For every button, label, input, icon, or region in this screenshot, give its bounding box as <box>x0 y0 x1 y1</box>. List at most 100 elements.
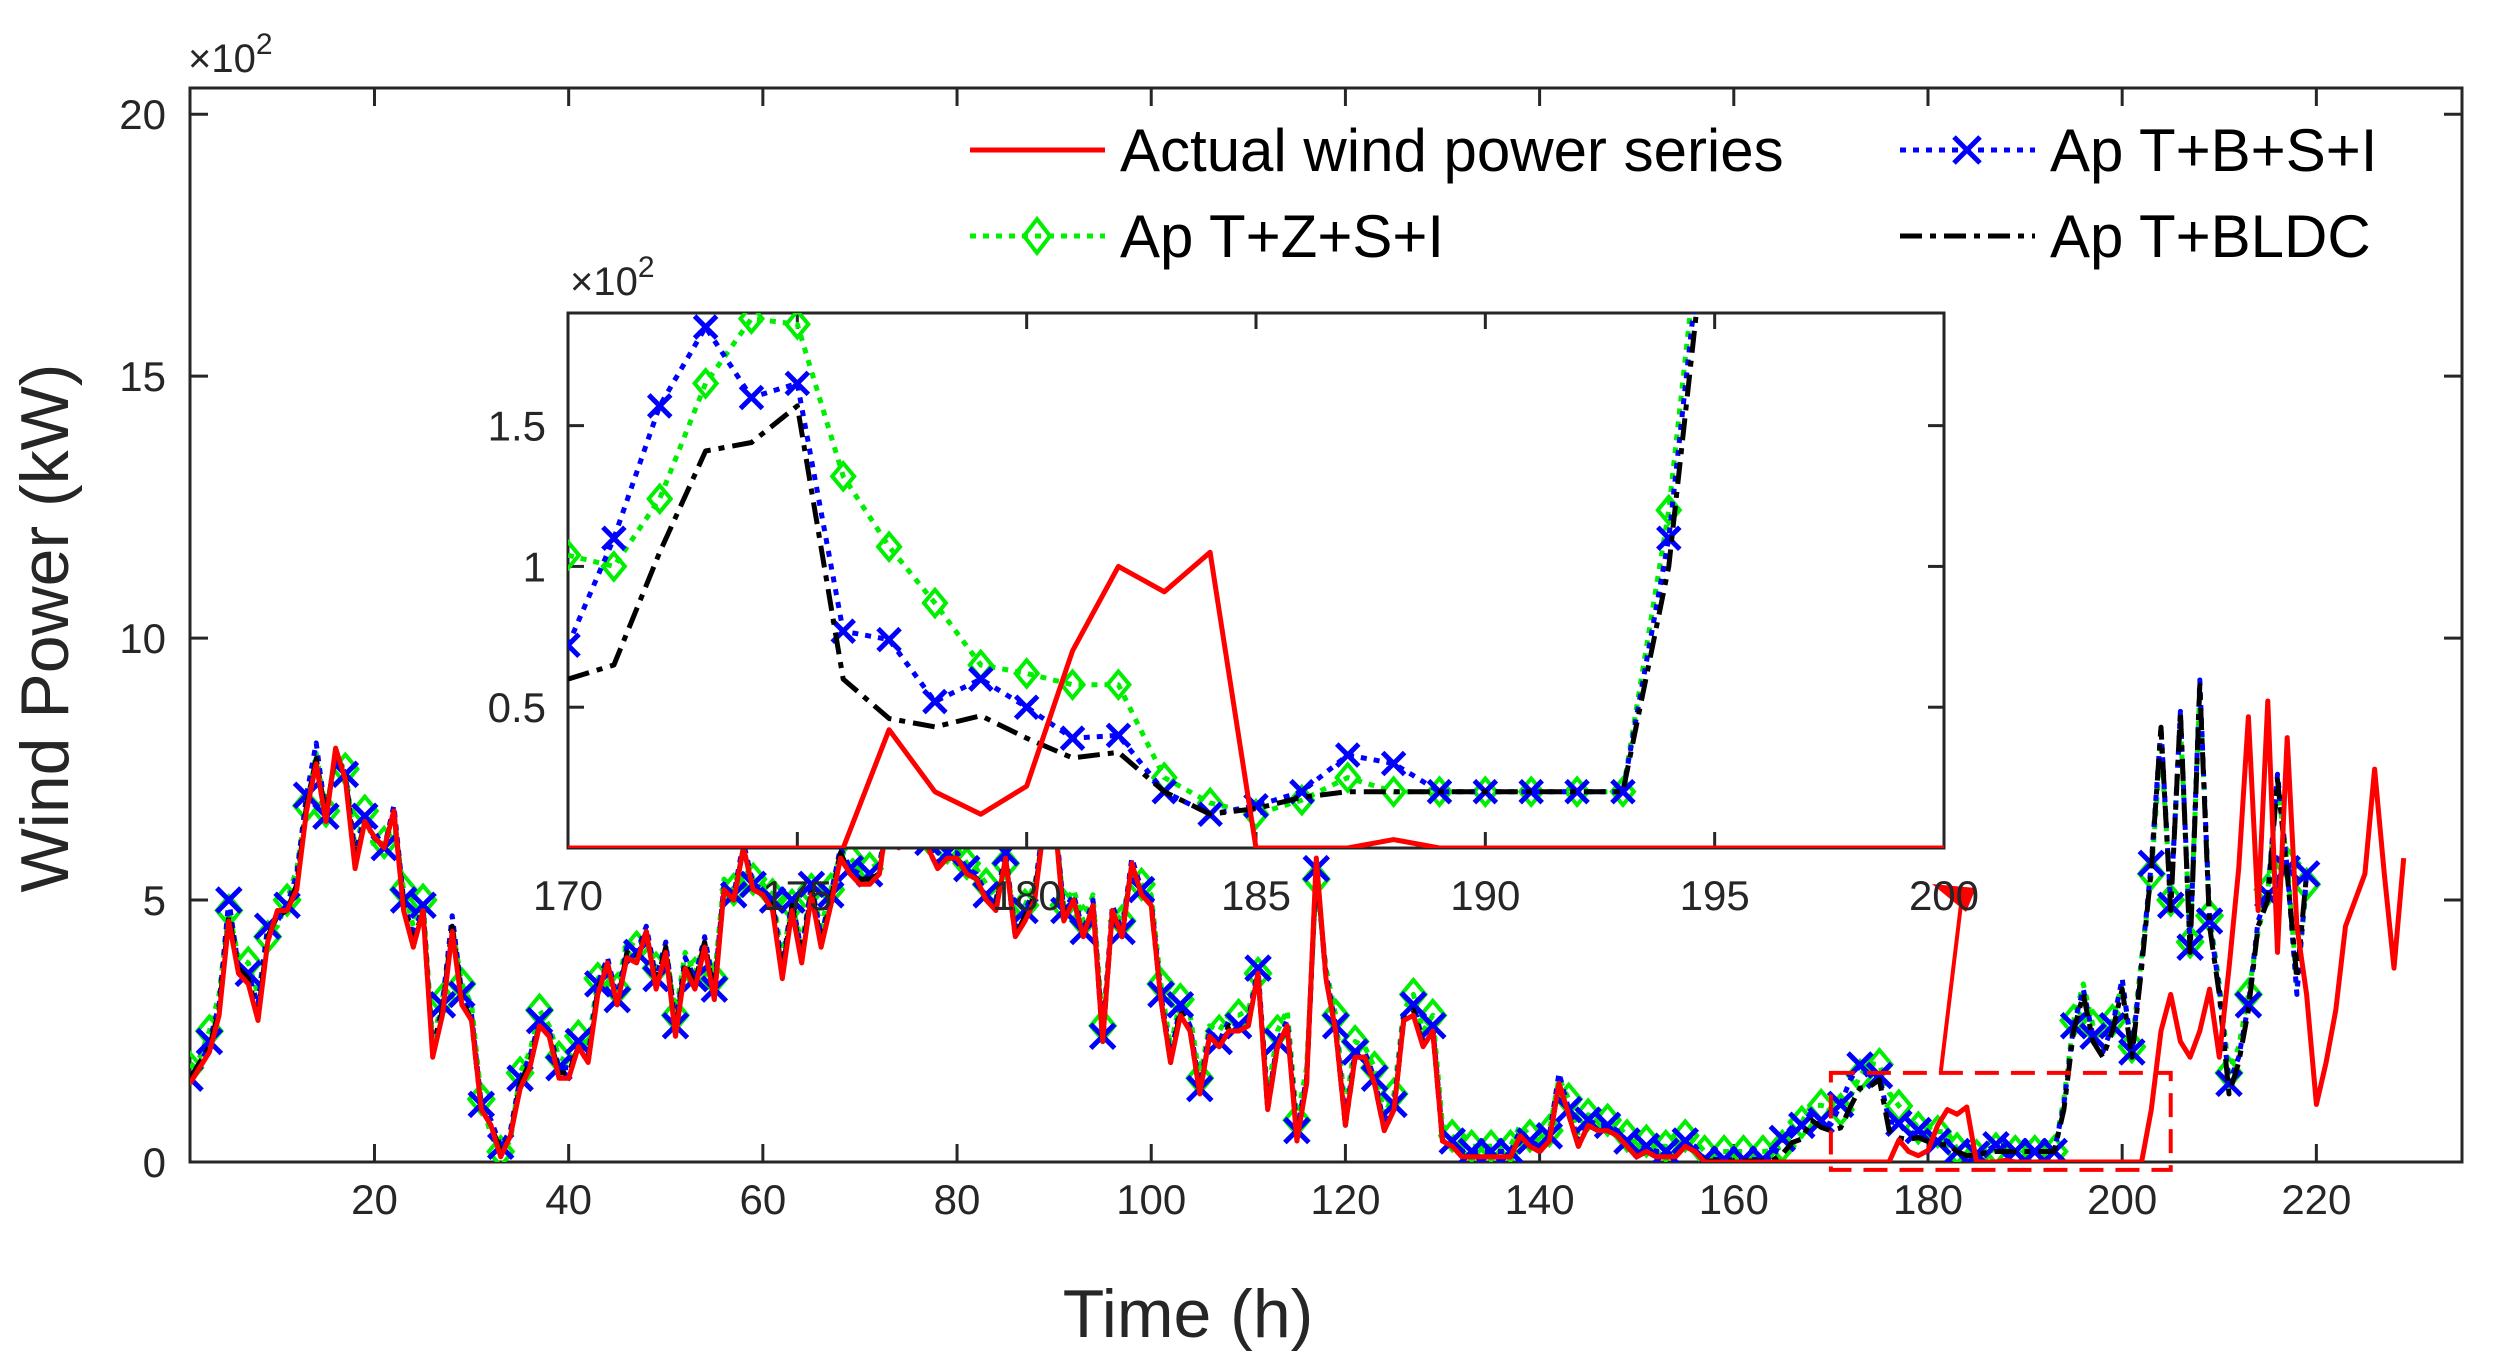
series-line <box>568 313 1693 817</box>
inset-x-tick-label: 180 <box>992 872 1062 919</box>
data-point <box>737 313 766 335</box>
inset-x-tick-label: 185 <box>1221 872 1291 919</box>
data-point <box>1059 725 1086 751</box>
data-point <box>692 314 719 340</box>
legend-label: Actual wind power series <box>1120 117 1784 184</box>
data-point <box>1341 1038 1369 1066</box>
y-tick-label: 10 <box>119 615 166 662</box>
inset-y-tick-label: 0.5 <box>488 684 546 731</box>
legend-label: Ap T+B+S+I <box>2050 117 2377 184</box>
legend: Actual wind power series Ap T+B+S+I Ap T+Z… <box>970 117 2377 270</box>
data-point <box>568 538 582 572</box>
data-point <box>738 384 765 411</box>
legend-entry: Ap T+Z+S+I <box>970 203 1444 270</box>
y-scale-base: ×10 <box>188 37 256 81</box>
y-scale-label: ×102 <box>188 28 273 81</box>
x-tick-label: 100 <box>1116 1176 1186 1223</box>
inset-axes-box <box>566 311 1946 850</box>
series-line <box>190 698 2407 1162</box>
data-point <box>1728 1133 1759 1162</box>
x-axis-label: Time (h) <box>1063 1276 1314 1352</box>
y-tick-label: 20 <box>119 91 166 138</box>
series-ap-t-bldc <box>568 313 1699 817</box>
data-point <box>601 525 627 552</box>
data-point <box>921 586 949 620</box>
data-point <box>1379 775 1408 809</box>
legend-label: Ap T+Z+S+I <box>1120 203 1444 270</box>
data-point <box>876 626 902 653</box>
data-point <box>1399 991 1428 1019</box>
data-point <box>778 886 806 914</box>
x-tick-label: 180 <box>1893 1176 1963 1223</box>
inset-y-tick-label: 1.5 <box>488 403 546 450</box>
data-point <box>600 550 628 583</box>
data-point <box>1013 694 1040 720</box>
x-tick-label: 80 <box>934 1176 981 1223</box>
data-point <box>2292 860 2321 888</box>
data-point <box>409 891 437 920</box>
data-point <box>1656 525 1682 552</box>
y-tick-label: 5 <box>143 877 166 924</box>
data-point <box>564 1027 593 1056</box>
data-point <box>1613 1127 1641 1155</box>
x-tick-label: 220 <box>2281 1176 2351 1223</box>
data-point <box>2195 907 2224 935</box>
data-point <box>1655 493 1683 527</box>
y-tick-label: 15 <box>119 353 166 400</box>
data-point <box>1166 991 1195 1019</box>
data-point <box>2079 1022 2107 1051</box>
data-point <box>691 367 720 400</box>
y-axis-label: Wind Power (kW) <box>7 364 83 893</box>
inset-y-scale-base: ×10 <box>570 260 638 304</box>
data-point <box>1709 1133 1739 1162</box>
data-point <box>1564 778 1590 805</box>
data-point <box>195 1027 224 1056</box>
inset-x-tick-label: 170 <box>533 872 603 919</box>
data-point <box>968 666 994 692</box>
data-point <box>351 802 379 830</box>
inset-x-tick-label: 175 <box>762 872 832 919</box>
data-point <box>1610 778 1636 805</box>
data-point <box>1105 722 1132 749</box>
data-point <box>1787 1111 1816 1140</box>
data-point <box>646 393 673 419</box>
data-point <box>829 459 857 493</box>
series-actual-wind-power-series <box>190 698 2407 1162</box>
x-tick-label: 20 <box>351 1176 398 1223</box>
x-tick-label: 140 <box>1505 1176 1575 1223</box>
y-tick-label: 0 <box>143 1139 166 1186</box>
legend-entry: Actual wind power series <box>970 117 1784 184</box>
legend-entry: Ap T+BLDC <box>1900 203 2371 270</box>
data-point <box>215 886 243 914</box>
data-point <box>1334 742 1361 768</box>
data-point <box>568 632 581 659</box>
inset-y-scale-exponent: 2 <box>638 251 655 284</box>
inset-x-tick-label: 190 <box>1450 872 1520 919</box>
data-point <box>525 1006 554 1035</box>
data-point <box>1104 668 1133 702</box>
data-point <box>797 870 826 899</box>
y-scale-exponent: 2 <box>256 28 273 61</box>
data-point <box>875 530 903 564</box>
x-tick-label: 160 <box>1699 1176 1769 1223</box>
data-point <box>1380 750 1407 777</box>
data-point <box>1419 1012 1447 1040</box>
inset-plot: 170 175 180 185 190 195 200 0.5 1 1.5 ×102 <box>488 251 1979 919</box>
legend-marker <box>1952 135 1982 165</box>
data-point <box>486 1133 516 1162</box>
legend-entry: Ap T+B+S+I <box>1900 117 2377 184</box>
x-tick-label: 40 <box>545 1176 592 1223</box>
data-point <box>1923 1114 1953 1150</box>
data-point <box>1652 1137 1680 1162</box>
x-tick-label: 60 <box>739 1176 786 1223</box>
data-point <box>1244 954 1272 982</box>
data-point <box>1224 1012 1253 1040</box>
zoom-arrow-line <box>1938 895 1964 1072</box>
legend-label: Ap T+BLDC <box>2050 203 2371 270</box>
inset-x-tick-label: 200 <box>1909 872 1979 919</box>
data-point <box>1058 668 1087 702</box>
data-point <box>1013 657 1041 690</box>
inset-y-scale-label: ×102 <box>570 251 655 304</box>
x-tick-label: 200 <box>2087 1176 2157 1223</box>
